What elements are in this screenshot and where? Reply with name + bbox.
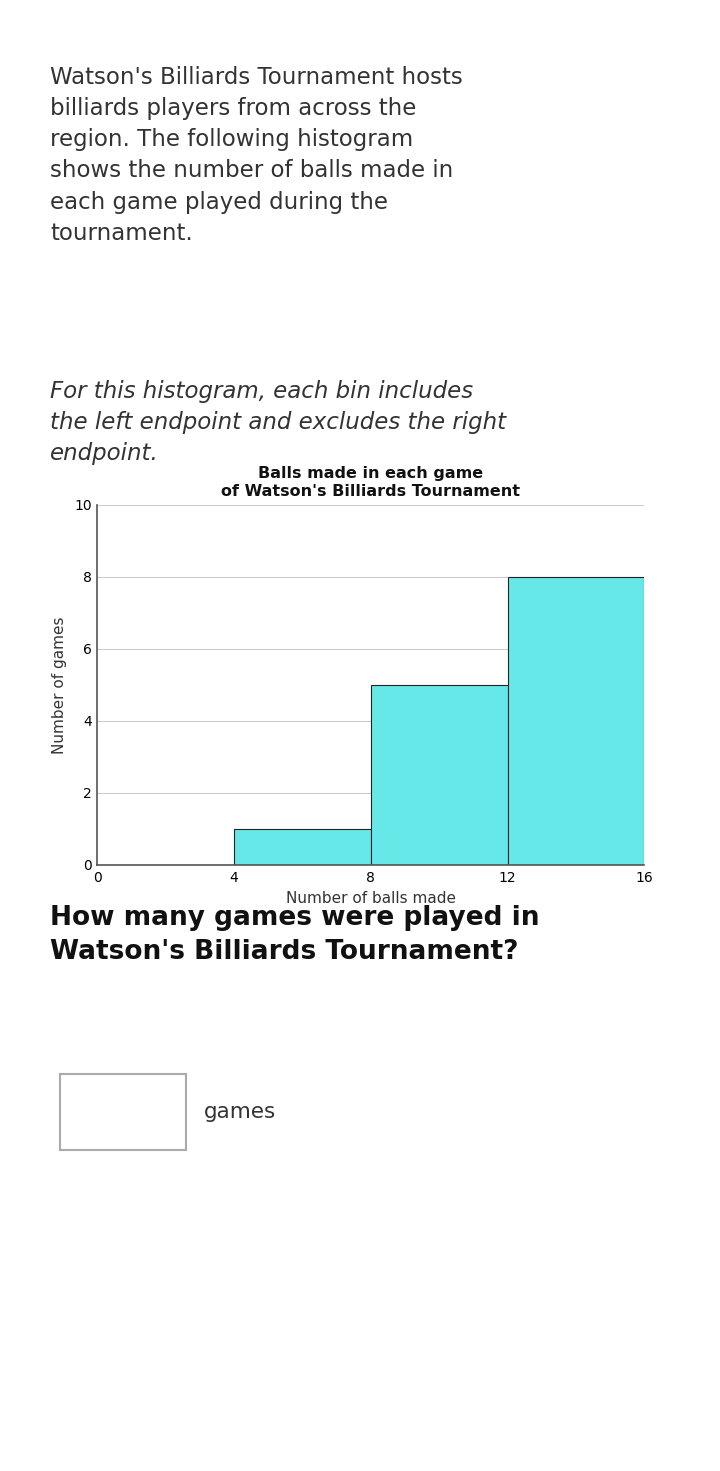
Bar [371, 685, 508, 865]
Title: Balls made in each game
of Watson's Billiards Tournament: Balls made in each game of Watson's Bill… [221, 466, 521, 499]
Text: Watson's Billiards Tournament hosts
billiards players from across the
region. Th: Watson's Billiards Tournament hosts bill… [50, 66, 463, 244]
Bar [234, 830, 371, 865]
X-axis label: Number of balls made: Number of balls made [286, 891, 456, 906]
Bar [508, 577, 644, 865]
Y-axis label: Number of games: Number of games [52, 616, 67, 753]
Text: games: games [204, 1102, 276, 1122]
Text: How many games were played in
Watson's Billiards Tournament?: How many games were played in Watson's B… [50, 905, 540, 965]
Text: For this histogram, each bin includes
the left endpoint and excludes the right
e: For this histogram, each bin includes th… [50, 380, 507, 465]
